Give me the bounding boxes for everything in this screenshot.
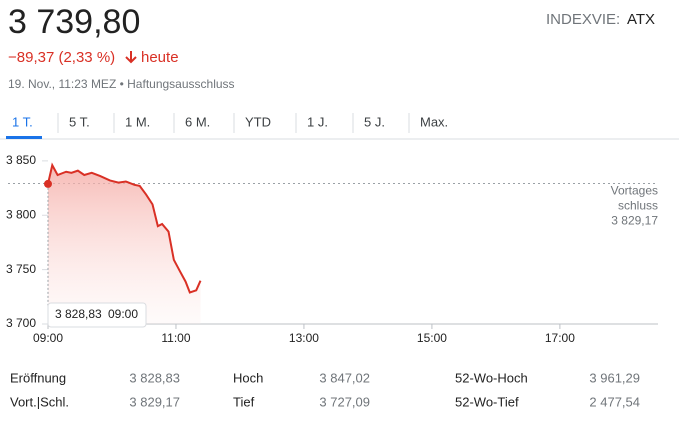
- previous-close-label: Vortages: [611, 184, 658, 198]
- stat-value: 3 847,02: [319, 370, 370, 385]
- timestamp: 19. Nov., 11:23 MEZ • Haftungsausschluss: [8, 77, 235, 91]
- tooltip-box: [47, 302, 147, 328]
- time-range-tab[interactable]: 5 J.: [364, 114, 385, 129]
- x-tick-label: 09:00: [33, 331, 63, 345]
- time-range-tab[interactable]: Max.: [420, 114, 448, 129]
- stat-label: 52-Wo-Hoch: [455, 370, 528, 385]
- stat-label: Vort.|Schl.: [10, 394, 69, 409]
- y-tick-label: 3 750: [6, 262, 36, 276]
- time-range-tab[interactable]: 1 M.: [125, 114, 150, 129]
- tooltip-value: 3 828,83: [55, 307, 102, 321]
- time-range-tab[interactable]: YTD: [245, 114, 271, 129]
- area-fill: [48, 165, 201, 324]
- x-tick-label: 15:00: [417, 331, 447, 345]
- exchange: INDEXVIE:: [546, 11, 620, 28]
- active-tab-indicator: [6, 136, 42, 139]
- tooltip-time: 09:00: [108, 307, 138, 321]
- y-tick-label: 3 850: [6, 153, 36, 167]
- previous-close-value: 3 829,17: [611, 214, 658, 228]
- previous-close-label: schluss: [618, 199, 658, 213]
- stat-value: 3 828,83: [129, 370, 180, 385]
- stat-label: Tief: [233, 394, 255, 409]
- stat-value: 3 829,17: [129, 394, 180, 409]
- stat-value: 3 727,09: [319, 394, 370, 409]
- price-change: −89,37 (2,33 %): [8, 49, 115, 66]
- stat-value: 3 961,29: [589, 370, 640, 385]
- stat-label: 52-Wo-Tief: [455, 394, 519, 409]
- time-range-tab[interactable]: 1 J.: [307, 114, 328, 129]
- x-tick-label: 17:00: [545, 331, 575, 345]
- ticker: ATX: [627, 11, 655, 28]
- price-line: [47, 162, 202, 294]
- x-tick-label: 11:00: [161, 331, 190, 345]
- price: 3 739,80: [8, 3, 140, 41]
- stat-label: Eröffnung: [10, 370, 66, 385]
- time-range-tab[interactable]: 6 M.: [185, 114, 210, 129]
- x-tick-label: 13:00: [289, 331, 319, 345]
- time-range-tab[interactable]: 1 T.: [12, 114, 33, 129]
- y-tick-label: 3 700: [6, 316, 36, 330]
- stat-value: 2 477,54: [589, 394, 640, 409]
- time-range-tab[interactable]: 5 T.: [69, 114, 90, 129]
- stat-label: Hoch: [233, 370, 263, 385]
- y-tick-label: 3 800: [6, 207, 36, 221]
- cursor-dot: [44, 179, 52, 188]
- change-period: heute: [141, 49, 179, 66]
- down-arrow: [125, 51, 137, 64]
